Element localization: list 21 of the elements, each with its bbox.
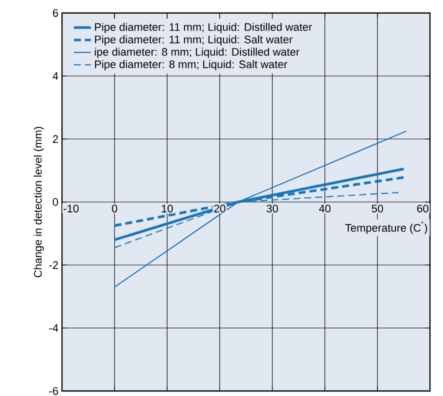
x-tick-label: 10 [162,204,173,212]
y-tick-label: 0 [52,198,58,206]
x-tick-label: 60 [417,204,428,212]
y-tick-label: 6 [52,9,58,17]
y-axis-title: Change in detection level (mm) [34,126,44,278]
y-tick-label: 4 [52,72,58,80]
y-tick-label: 2 [52,135,58,143]
legend-label: Pipe diameter: 11 mm; Liquid: Salt water [95,35,292,46]
x-tick-label: -10 [64,204,79,212]
x-tick-label: 40 [319,204,331,212]
x-tick-label: 50 [372,204,384,212]
x-tick-label: 20 [214,204,226,212]
x-tick-label: 0 [112,204,118,212]
x-axis-title: Temperature (C$^{˚}$) [345,222,428,234]
x-tick-label: 30 [266,204,278,212]
legend-label: Pipe diameter: 11 mm; Liquid: Distilled water [95,22,312,34]
y-tick-label: -6 [49,387,58,395]
legend-label: ipe diameter: 8 mm; Liquid: Distilled water [94,48,300,58]
y-tick-label: -2 [49,261,58,269]
legend-label: Pipe diameter: 8 mm; Liquid: Salt water [95,60,288,70]
y-tick-label: -4 [49,324,58,332]
